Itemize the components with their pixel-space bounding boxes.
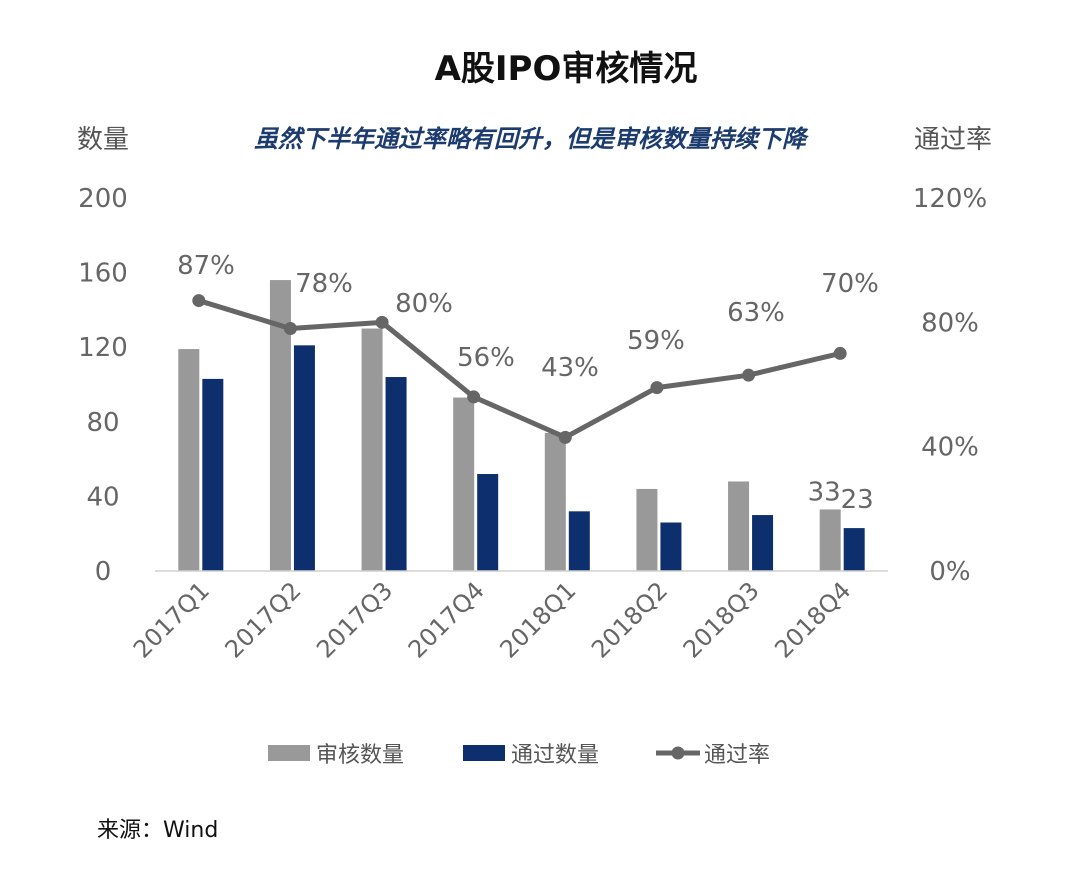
pass-rate-point: [742, 368, 756, 382]
bar-passed: [202, 378, 224, 571]
bar-passed: [293, 345, 315, 571]
pass-rate-label: 70%: [821, 269, 879, 299]
left-axis-ticks: 0 40 80 120 160 200: [78, 184, 128, 587]
right-tick-label: 80%: [921, 308, 979, 338]
left-axis-title: 数量: [77, 125, 129, 155]
right-tick-label: 0%: [929, 557, 970, 587]
bar-passed: [477, 474, 499, 571]
chart-title: A股IPO审核情况: [435, 49, 698, 89]
pass-rate-point: [558, 430, 572, 444]
pass-rate-point: [650, 381, 664, 395]
right-axis-title: 通过率: [914, 125, 992, 155]
pass-rate-label: 56%: [457, 343, 515, 373]
bar-passed: [568, 511, 590, 571]
right-tick-label: 40%: [921, 433, 979, 463]
bar-reviewed: [178, 349, 200, 571]
legend: 审核数量 通过数量 通过率: [268, 743, 770, 768]
bar-reviewed: [544, 432, 566, 571]
category-label: 2018Q1: [494, 576, 581, 663]
left-tick-label: 0: [95, 557, 112, 587]
pass-rate-label: 87%: [177, 251, 235, 281]
pass-rate-point: [192, 294, 206, 308]
pass-rate-point: [375, 315, 389, 329]
left-tick-label: 120: [78, 333, 128, 363]
bar-value-label: 33: [808, 477, 841, 507]
pass-rate-point: [833, 346, 847, 360]
bar-reviewed: [819, 509, 841, 571]
category-label: 2017Q1: [128, 576, 215, 663]
category-labels: 2017Q1 2017Q2 2017Q3 2017Q4 2018Q1 2018Q2 2018…: [128, 576, 857, 663]
line-series: [192, 294, 847, 444]
category-label: 2018Q4: [769, 576, 856, 663]
bar-reviewed: [361, 328, 383, 571]
category-label: 2018Q2: [586, 576, 673, 663]
left-tick-label: 80: [86, 408, 119, 438]
legend-marker-rate: [671, 746, 685, 760]
right-tick-label: 120%: [913, 184, 987, 214]
bar-reviewed: [636, 488, 658, 571]
bar-passed: [843, 528, 865, 571]
pass-rate-label: 43%: [541, 353, 599, 383]
bar-reviewed: [269, 280, 291, 571]
bar-passed: [385, 377, 407, 571]
left-tick-label: 160: [78, 259, 128, 289]
bar-value-label: 23: [841, 485, 874, 515]
bar-passed: [752, 515, 774, 571]
legend-swatch-passed: [463, 745, 505, 761]
left-tick-label: 200: [78, 184, 128, 214]
bar-reviewed: [728, 481, 750, 571]
bar-passed: [660, 522, 682, 571]
legend-label-passed: 通过数量: [511, 743, 599, 768]
chart-subtitle: 虽然下半年通过率略有回升，但是审核数量持续下降: [254, 125, 809, 153]
source-note: 来源：Wind: [97, 818, 218, 843]
category-label: 2017Q3: [311, 576, 398, 663]
category-label: 2017Q4: [403, 576, 490, 663]
right-axis-ticks: 0% 40% 80% 120%: [913, 184, 987, 587]
category-label: 2017Q2: [220, 576, 307, 663]
legend-label-reviewed: 审核数量: [316, 743, 404, 768]
data-labels: 87% 78% 80%56% 43% 59% 63% 70% 33 23: [177, 251, 879, 515]
pass-rate-point: [283, 322, 297, 336]
pass-rate-label: 80%: [395, 289, 453, 319]
pass-rate-label: 59%: [627, 326, 685, 356]
legend-label-rate: 通过率: [704, 743, 770, 768]
category-label: 2018Q3: [678, 576, 765, 663]
left-tick-label: 40: [86, 482, 119, 512]
pass-rate-label: 63%: [727, 298, 785, 328]
pass-rate-line: [198, 298, 841, 440]
pass-rate-label: 78%: [295, 269, 353, 299]
legend-swatch-reviewed: [268, 745, 310, 761]
bar-series: [178, 280, 865, 571]
pass-rate-point: [467, 390, 481, 404]
bar-reviewed: [453, 397, 475, 571]
